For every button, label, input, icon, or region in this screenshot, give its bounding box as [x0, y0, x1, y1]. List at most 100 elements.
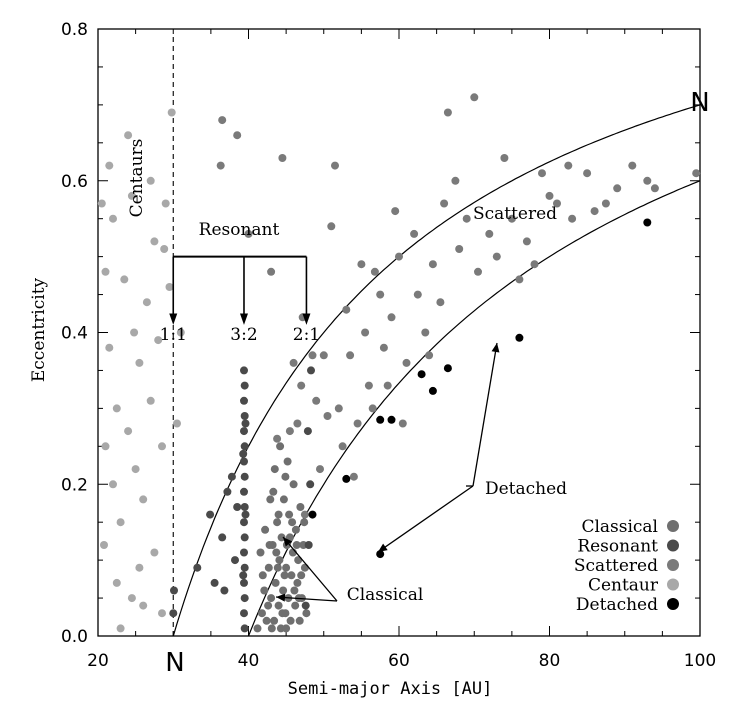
data-point-scattered: [319, 351, 328, 360]
data-point-scattered: [391, 207, 400, 216]
classical-arrow-up: [282, 536, 338, 602]
data-point-scattered: [331, 161, 339, 170]
data-point-centaur: [130, 328, 139, 337]
data-point-scattered: [421, 328, 430, 337]
x-tick-label: 100: [684, 651, 716, 671]
data-point-resonant: [240, 533, 249, 542]
data-point-classical: [266, 495, 275, 504]
data-point-scattered: [338, 442, 347, 451]
x-tick-label: 80: [539, 651, 561, 671]
data-point-scattered: [402, 358, 411, 367]
perihelion-curve-40: [247, 180, 701, 637]
detached-label: Detached: [485, 479, 567, 499]
legend-marker: [667, 598, 679, 610]
data-point-classical: [283, 457, 292, 466]
data-point-centaur: [158, 609, 166, 618]
data-point-classical: [262, 616, 271, 625]
data-point-centaur: [101, 267, 110, 276]
data-point-resonant: [304, 541, 313, 549]
data-point-classical: [289, 480, 298, 489]
legend-label: Classical: [581, 517, 658, 537]
data-point-scattered: [436, 298, 445, 307]
data-point-resonant: [239, 571, 248, 580]
tick-labels: 20 40 60 80 100 0.0 0.2 0.4 0.6 0.8: [61, 20, 716, 671]
data-point-scattered: [398, 419, 407, 428]
resonance-label: 1:1: [160, 325, 187, 345]
data-point-centaur: [176, 328, 185, 337]
legend: ClassicalResonantScatteredCentaurDetache…: [574, 517, 679, 615]
data-point-scattered: [370, 267, 379, 276]
annotations: [169, 255, 500, 602]
data-point-detached: [443, 364, 452, 373]
data-point-classical: [280, 571, 289, 580]
data-point-centaur: [160, 245, 169, 253]
data-point-classical: [273, 563, 282, 572]
data-point-detached: [376, 415, 385, 424]
data-point-resonant: [218, 533, 227, 542]
data-point-resonant: [233, 503, 242, 511]
data-point-classical: [288, 518, 297, 527]
data-point-centaur: [167, 108, 176, 117]
data-point-classical: [294, 556, 303, 565]
data-point-scattered: [300, 510, 309, 519]
y-axis-title: Eccentricity: [29, 277, 49, 382]
perihelion-curve-30: [172, 104, 701, 637]
data-point-resonant: [240, 578, 248, 587]
data-point-resonant: [206, 510, 215, 519]
data-point-resonant: [193, 563, 202, 572]
data-point-resonant: [169, 609, 178, 618]
data-point-resonant: [231, 556, 239, 565]
data-point-centaur: [146, 396, 155, 405]
data-point-classical: [285, 510, 294, 519]
data-point-classical: [300, 563, 309, 572]
data-point-classical: [293, 578, 302, 587]
data-point-resonant: [240, 624, 249, 633]
data-point-scattered: [293, 419, 302, 428]
data-point-classical: [281, 472, 290, 481]
data-point-centaur: [154, 336, 163, 345]
data-point-scattered: [485, 229, 494, 238]
data-point-scattered: [462, 214, 471, 223]
data-point-scattered: [590, 207, 599, 216]
data-point-classical: [260, 586, 269, 595]
data-point-detached: [417, 370, 426, 379]
data-point-scattered: [244, 229, 253, 238]
data-point-detached: [387, 415, 396, 424]
data-point-centaur: [173, 419, 181, 428]
legend-marker: [667, 520, 679, 532]
data-point-resonant: [240, 609, 248, 618]
data-point-scattered: [368, 404, 377, 413]
resonant-arrow-head: [302, 313, 311, 325]
data-point-scattered: [285, 427, 294, 436]
data-point-classical: [274, 601, 283, 610]
y-tick-label: 0.2: [61, 475, 88, 495]
data-point-scattered: [387, 313, 396, 322]
detached-arrow-up: [472, 342, 498, 487]
data-point-resonant: [227, 472, 236, 481]
data-point-scattered: [492, 252, 501, 261]
data-point-scattered: [545, 191, 554, 200]
data-point-resonant: [240, 594, 249, 603]
data-point-classical: [279, 495, 288, 504]
data-point-resonant: [240, 548, 248, 557]
data-point-classical: [297, 571, 306, 580]
scattered-label: Scattered: [473, 204, 557, 224]
data-point-scattered: [316, 465, 324, 474]
data-point-centaur: [105, 343, 114, 352]
data-point-classical: [271, 578, 280, 587]
data-point-scattered: [613, 184, 622, 193]
data-point-centaur: [150, 237, 159, 246]
data-point-classical: [282, 563, 291, 572]
data-point-classical: [292, 541, 301, 549]
data-point-classical: [286, 616, 295, 625]
data-point-classical: [302, 609, 311, 618]
x-tick-label: 20: [87, 651, 109, 671]
data-point-classical: [267, 624, 276, 633]
data-point-scattered: [643, 176, 652, 185]
data-point-classical: [258, 609, 266, 618]
data-point-centaur: [158, 442, 166, 451]
x-axis-title: Semi-major Axis [AU]: [288, 679, 493, 699]
data-point-resonant: [240, 366, 248, 375]
y-tick-label: 0.0: [61, 627, 88, 647]
resonance-label: 3:2: [230, 325, 257, 345]
